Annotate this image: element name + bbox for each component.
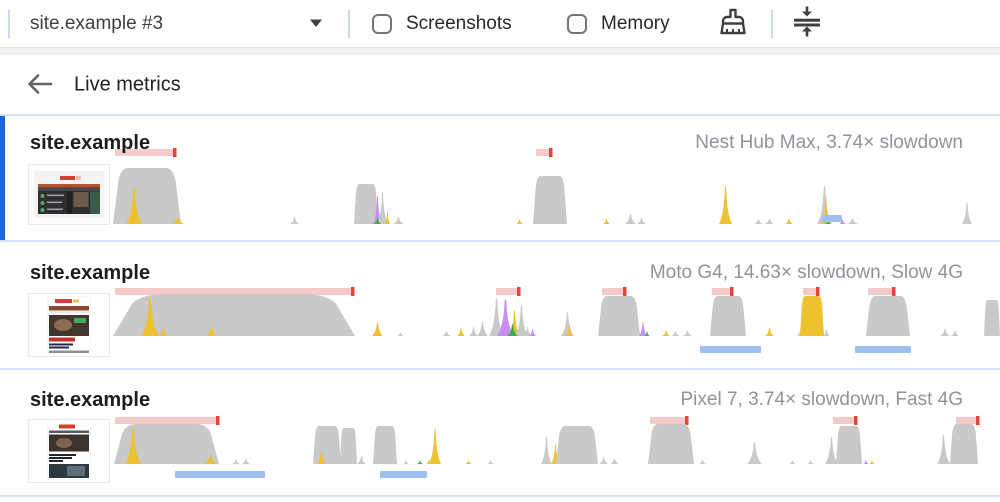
garbage-collect-broom-icon[interactable] (717, 5, 749, 42)
toolbar-divider (0, 47, 1000, 55)
performance-toolbar: site.example #3 Screenshots Memory (0, 0, 1000, 47)
trace-device-caption: Pixel 7, 3.74× slowdown, Fast 4G (680, 389, 963, 410)
cpu-activity-chart (113, 287, 1000, 353)
back-arrow-icon[interactable] (26, 71, 54, 97)
page-thumbnail (28, 164, 110, 225)
cpu-activity-chart (113, 148, 972, 224)
trace-title: site.example (30, 132, 151, 154)
trace-row[interactable]: site.example Moto G4, 14.63× slowdown, S… (0, 242, 1000, 370)
trace-row[interactable]: site.example Nest Hub Max, 3.74× slowdow… (0, 116, 1000, 242)
page-thumbnail (28, 293, 110, 357)
screenshots-checkbox-label[interactable]: Screenshots (406, 12, 512, 34)
memory-checkbox[interactable] (567, 13, 587, 34)
collapse-sections-icon[interactable] (790, 4, 824, 43)
cpu-activity-chart (114, 416, 980, 478)
trace-title: site.example (30, 389, 151, 411)
toolbar-separator (8, 9, 10, 38)
trace-title: site.example (30, 262, 151, 284)
history-dropdown[interactable]: site.example #3 (30, 12, 164, 34)
chevron-down-icon[interactable] (309, 15, 323, 33)
trace-device-caption: Nest Hub Max, 3.74× slowdown (695, 132, 963, 153)
selected-indicator (0, 116, 5, 240)
page-title: Live metrics (74, 73, 181, 95)
trace-device-caption: Moto G4, 14.63× slowdown, Slow 4G (649, 262, 963, 283)
memory-checkbox-label[interactable]: Memory (601, 12, 670, 34)
toolbar-separator (348, 9, 350, 38)
live-metrics-header: Live metrics (0, 55, 1000, 116)
trace-row[interactable]: site.example Pixel 7, 3.74× slowdown, Fa… (0, 370, 1000, 497)
screenshots-checkbox[interactable] (372, 13, 392, 34)
toolbar-separator (771, 9, 773, 38)
page-thumbnail (28, 419, 110, 483)
